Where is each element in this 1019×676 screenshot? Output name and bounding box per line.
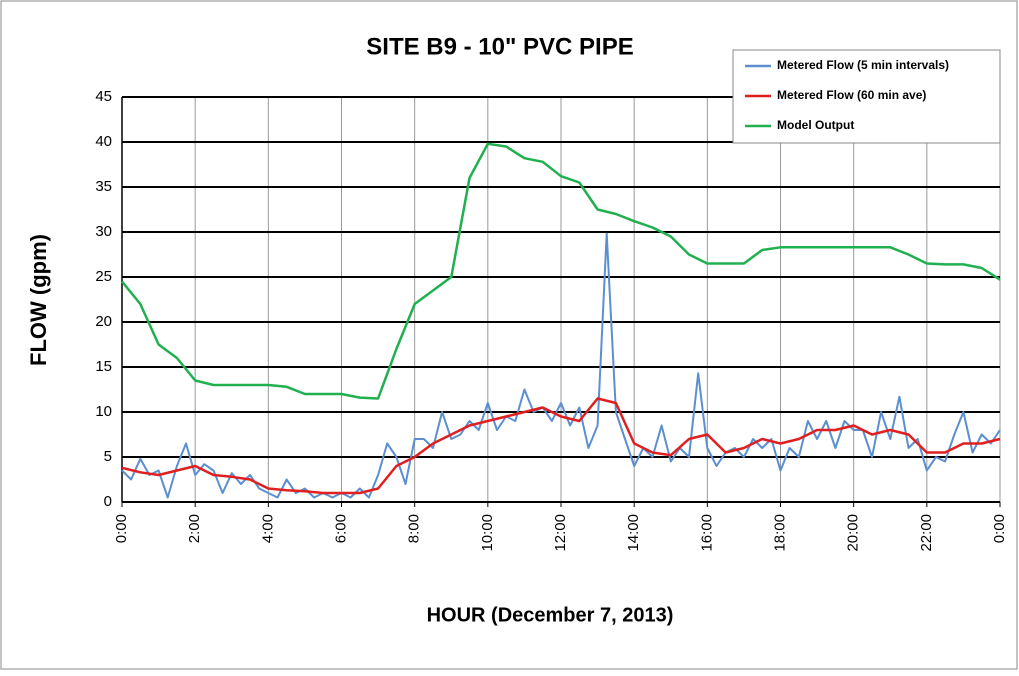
- x-tick-label: 4:00: [259, 514, 276, 543]
- x-tick-label: 0:00: [991, 514, 1008, 543]
- y-tick-label: 5: [104, 448, 112, 465]
- legend: Metered Flow (5 min intervals) Metered Fl…: [732, 49, 1001, 144]
- series-line: [121, 397, 1001, 495]
- plot-area: 0:00 2:00 4:00 6:00 8:00 10:00 12:00 14:00 16:00…: [95, 88, 1008, 552]
- legend-box: [732, 49, 1001, 144]
- y-tick-label: 45: [95, 88, 112, 105]
- y-axis-label: FLOW (gpm): [26, 234, 51, 366]
- x-tick-label: 8:00: [406, 514, 423, 543]
- x-tick-label: 0:00: [113, 514, 130, 543]
- x-axis-label: HOUR (December 7, 2013): [427, 604, 674, 626]
- chart-title: SITE B9 - 10" PVC PIPE: [366, 33, 633, 60]
- series-line: [121, 232, 1001, 499]
- x-tick-label: 10:00: [479, 514, 496, 552]
- y-tick-label: 20: [95, 313, 112, 330]
- y-tick-label: 40: [95, 133, 112, 150]
- y-tick-label: 10: [95, 403, 112, 420]
- legend-label: Model Output: [777, 118, 854, 132]
- y-tick-label: 25: [95, 268, 112, 285]
- y-tick-label: 0: [104, 493, 112, 510]
- x-tick-label: 16:00: [698, 514, 715, 552]
- y-tick-label: 30: [95, 223, 112, 240]
- legend-label: Metered Flow (5 min intervals): [777, 58, 949, 72]
- x-tick-label: 18:00: [771, 514, 788, 552]
- x-tick-label: 22:00: [918, 514, 935, 552]
- x-tick-label: 20:00: [845, 514, 862, 552]
- x-tick-label: 12:00: [552, 514, 569, 552]
- series-line: [121, 142, 1001, 400]
- y-tick-label: 35: [95, 178, 112, 195]
- legend-label: Metered Flow (60 min ave): [777, 88, 926, 102]
- x-tick-label: 14:00: [625, 514, 642, 552]
- y-tick-label: 15: [95, 358, 112, 375]
- x-tick-label: 6:00: [332, 514, 349, 543]
- x-tick-label: 2:00: [186, 514, 203, 543]
